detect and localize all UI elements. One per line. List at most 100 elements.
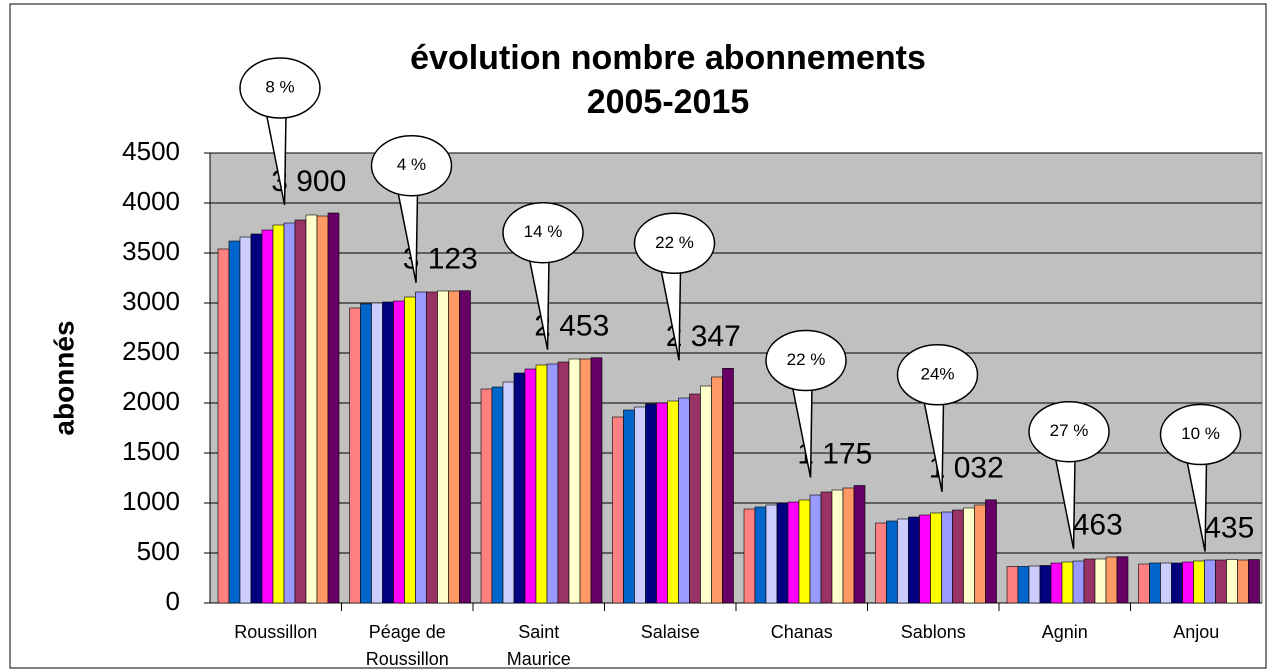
bar [502,381,515,604]
bar [1237,559,1249,604]
bar [590,357,603,604]
bar [1182,561,1194,604]
bar [842,487,855,604]
bar [1226,559,1238,604]
annotation: 14 % [524,222,563,241]
y-tick-label: 4500 [122,136,180,166]
bar [1193,560,1205,604]
bar [820,491,833,604]
bar [798,499,811,604]
callout-join [924,399,943,404]
bar [645,403,657,604]
callout-join [266,112,286,117]
chart-subtitle: 2005-2015 [587,83,750,121]
bar [316,215,329,604]
callout-join [529,257,549,262]
bar [371,302,383,604]
bar [754,506,767,604]
bar [963,507,975,604]
annotation: 24% [920,364,954,383]
bar [952,509,964,604]
x-tick-label: Saint Maurice [507,622,571,669]
bar [919,514,931,604]
bar [535,364,548,604]
y-tick-label: 2000 [122,386,180,416]
bar [459,290,471,604]
bar [1204,559,1216,604]
bar [743,508,756,604]
bar [1006,566,1019,604]
annotation: 22 % [787,350,826,369]
bar [612,416,624,604]
bar [831,489,844,604]
bar [1160,562,1172,604]
y-tick-label: 3000 [122,286,180,316]
callout [633,212,716,275]
bar [678,397,690,604]
callout-join [1187,459,1206,463]
bar [382,301,394,604]
bar [1061,561,1074,604]
y-tick-label: 1000 [122,486,180,516]
x-tick-label: Agnin [1042,622,1088,642]
bar [722,367,734,604]
x-tick-label-line: Roussillon [366,649,449,669]
bar [217,248,230,604]
bar [305,214,318,604]
callout-join [792,385,812,389]
bar [250,233,263,604]
data-label: 463 [1073,509,1123,542]
bar [667,400,679,604]
bar [897,518,909,604]
x-tick-label: Sablons [901,622,966,642]
annotation: 8 % [265,77,294,96]
callout [1159,403,1242,466]
callout [765,329,847,392]
callout-join [398,190,417,195]
y-tick-label: 3500 [122,236,180,266]
callout-join [1055,456,1075,461]
y-tick-label: 1500 [122,436,180,466]
x-tick-label-line: Saint [518,622,559,642]
bar [1116,556,1129,604]
bar [568,358,581,604]
x-tick-label-line: Péage de [369,622,446,642]
bar [1248,559,1260,604]
bar [437,290,449,604]
bar [239,236,252,604]
bar [491,386,504,604]
bar [448,290,460,604]
callout [1028,400,1110,463]
bar [941,511,953,604]
annotation: 10 % [1181,424,1220,443]
y-tick-label: 2500 [122,336,180,366]
bar [886,520,898,604]
bar [711,376,723,604]
bar [634,406,646,604]
callout [370,134,453,197]
bar [623,409,635,604]
callout [239,57,321,119]
bar [480,388,493,604]
annotation: 4 % [397,155,426,174]
x-tick-label: Chanas [771,622,833,642]
data-label: 435 [1204,511,1254,544]
y-axis-label: abonnés [48,320,79,435]
bar [974,504,986,604]
bar [689,393,701,604]
x-tick-label: Salaise [641,622,700,642]
bar [1171,562,1183,604]
bar [985,499,997,604]
x-tick-label: Péage de Roussillon [366,622,449,669]
bar [294,219,307,604]
bar [272,224,285,604]
callout [896,344,979,406]
bar [1215,559,1227,604]
bar [1083,558,1096,604]
bar [656,402,668,604]
bar [930,512,942,604]
bar [1028,565,1041,604]
bar [393,300,405,604]
bar [1050,562,1063,604]
bar [1105,556,1118,604]
